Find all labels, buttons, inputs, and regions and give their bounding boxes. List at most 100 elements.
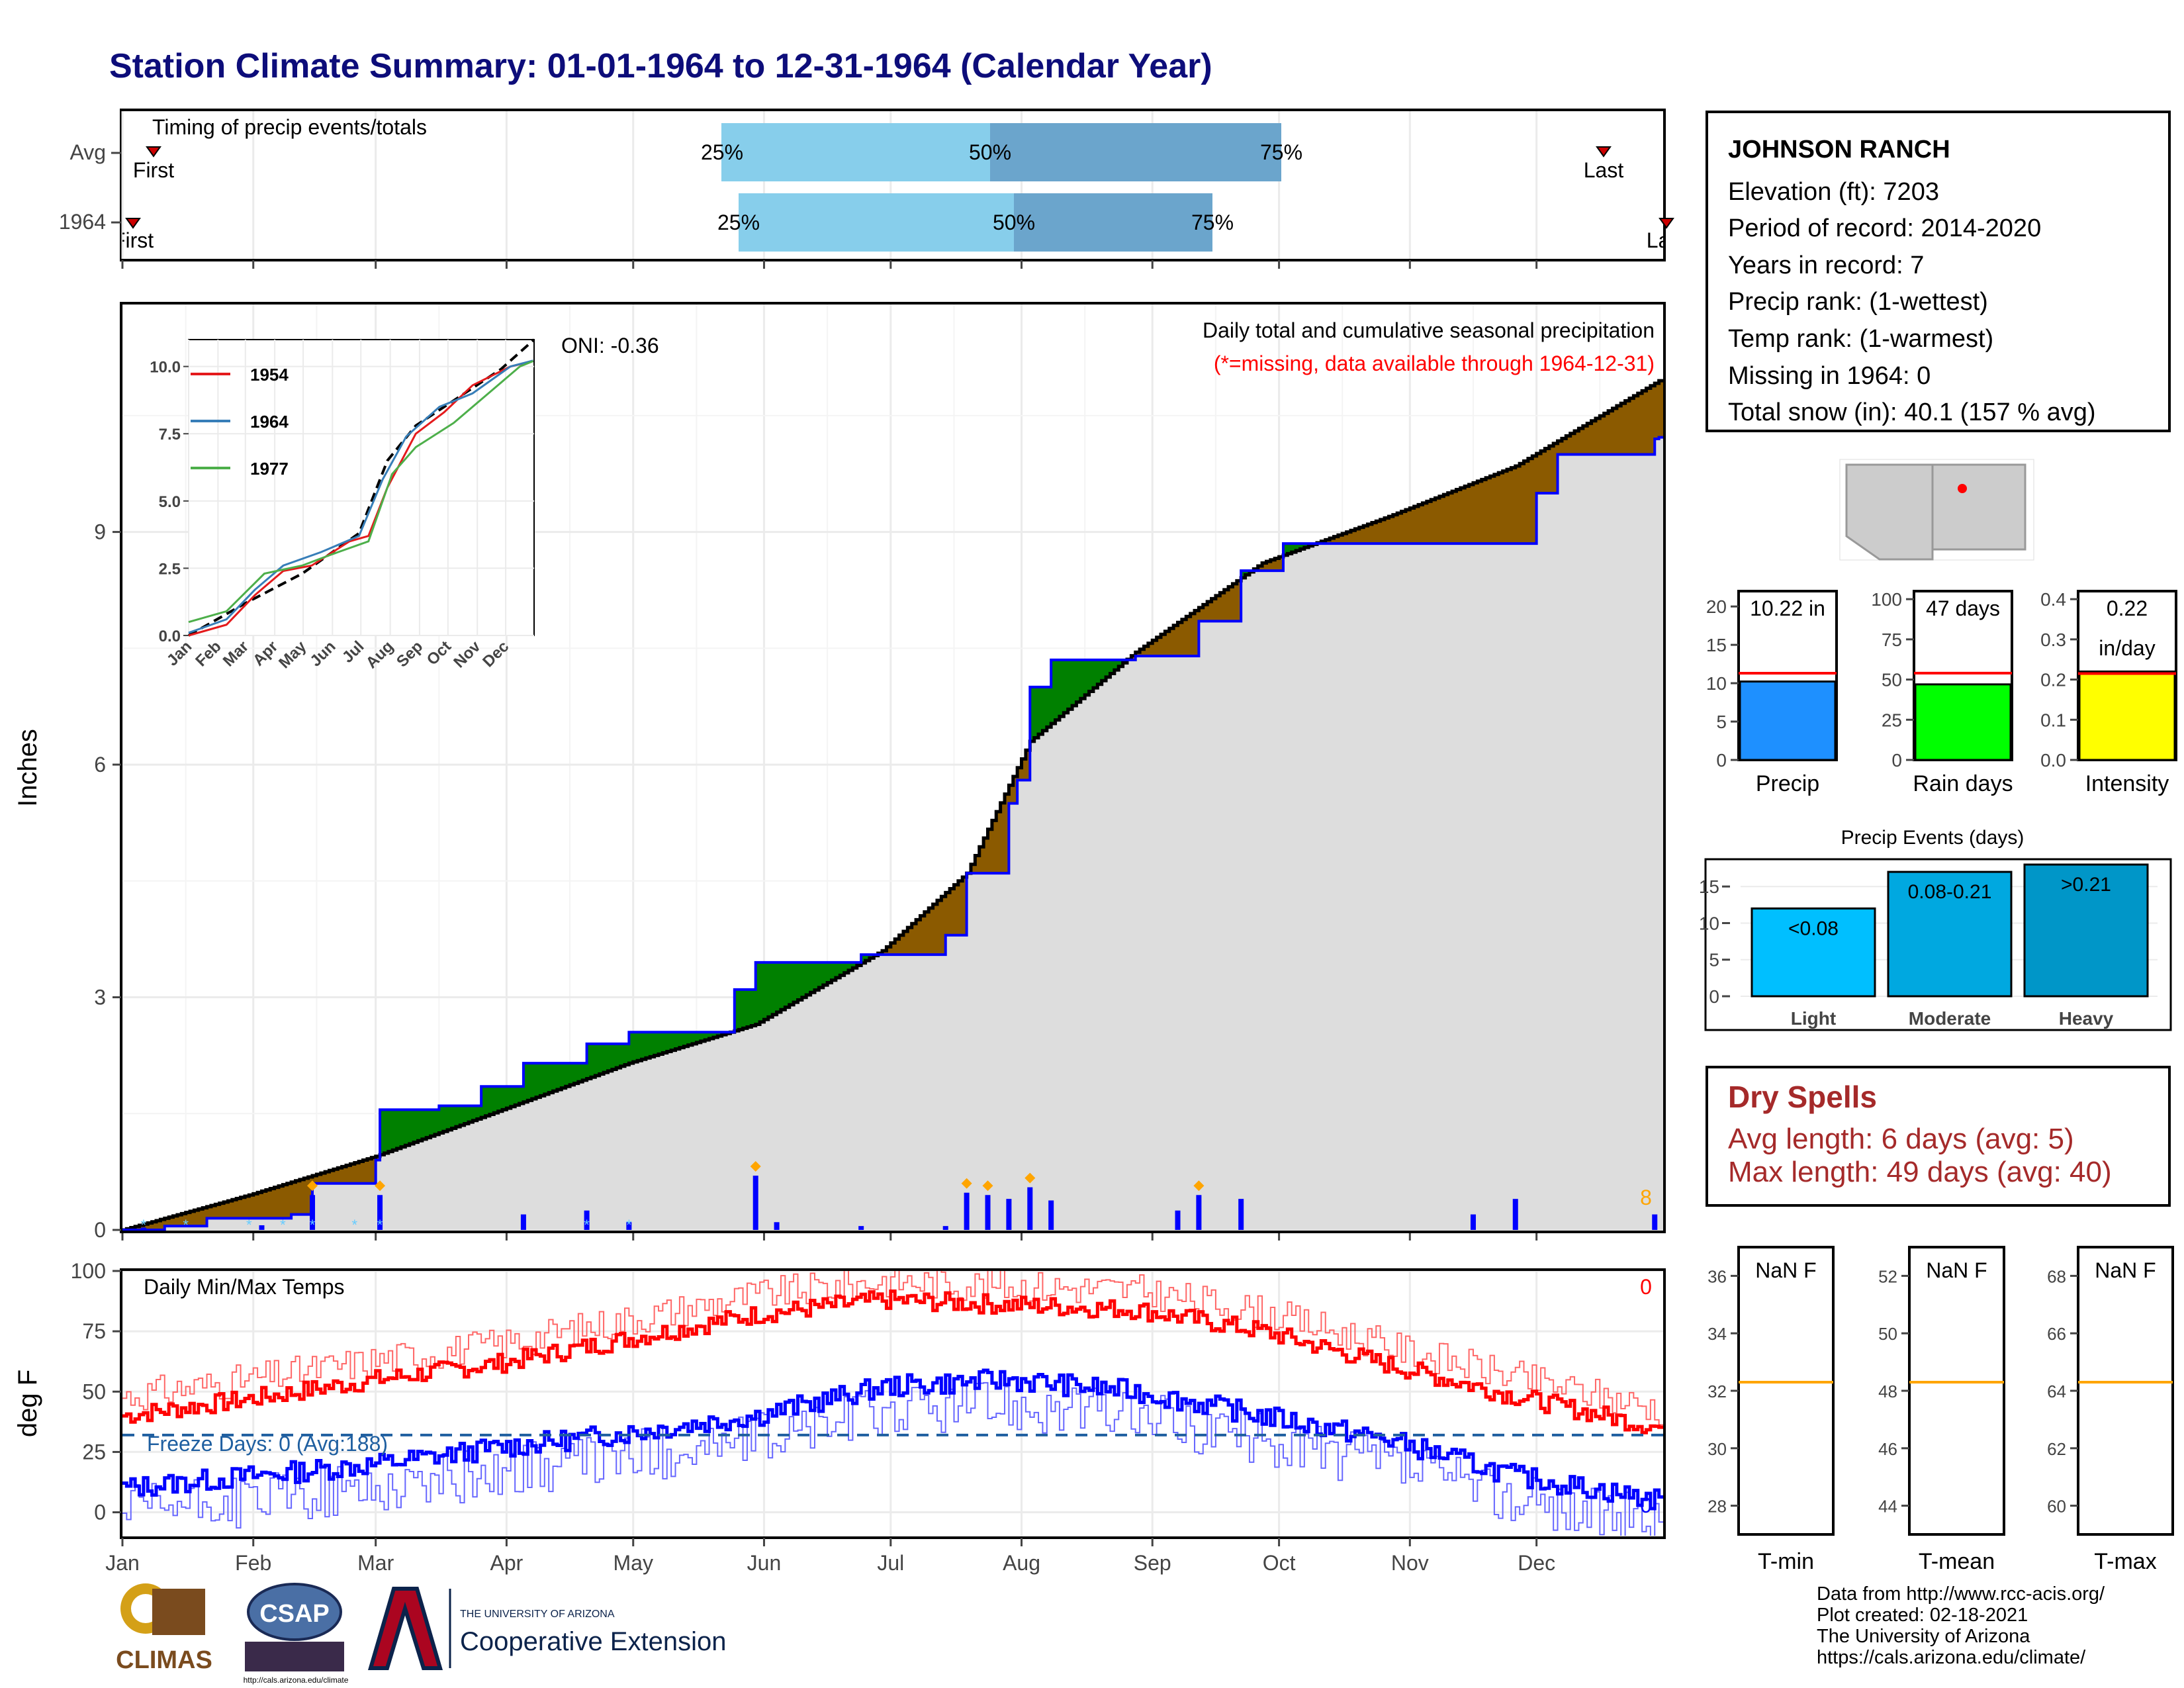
daily-precip-bar [1470, 1214, 1476, 1230]
daily-precip-bar [1006, 1199, 1012, 1230]
gauge-ytick-label: 15 [1706, 635, 1727, 655]
daily-precip-bar [774, 1222, 780, 1230]
month-label: Aug [1003, 1551, 1040, 1575]
snow-marker: * [246, 1217, 252, 1233]
gauge-ytick-label: 50 [1882, 670, 1902, 690]
temp-ytick-label: 100 [71, 1259, 106, 1283]
gauge-ytick-label: 0 [1891, 750, 1902, 771]
temp-gauge-frame [2077, 1246, 2174, 1536]
dry-spells-box: Dry Spells Avg length: 6 days (avg: 5) M… [1706, 1066, 2171, 1207]
temp-gauge-label: T-mean [1919, 1549, 1995, 1574]
temp-gauge-ytick-label: 36 [1707, 1266, 1727, 1286]
month-label: Nov [1391, 1551, 1429, 1575]
inset-ytick-label: 5.0 [159, 493, 181, 511]
timing-panel: Timing of precip events/totals Avg 1964 … [59, 109, 1674, 261]
gauge-label: Precip [1756, 771, 1819, 796]
precip-yticks: 0 3 6 9 [94, 520, 121, 1242]
precip-ytick-label: 0 [94, 1218, 106, 1242]
temp-gauge-ytick-label: 34 [1707, 1324, 1727, 1344]
temp-gauge-value: NaN F [1755, 1258, 1816, 1282]
daily-precip-bar [985, 1195, 991, 1230]
snow-marker: * [377, 1217, 383, 1233]
events-bar [1887, 870, 2013, 998]
events-bar-label: >0.21 [2061, 874, 2111, 896]
gauge-ytick-label: 5 [1716, 712, 1727, 732]
daily-precip-bar [310, 1195, 316, 1230]
snow-marker: * [352, 1217, 358, 1233]
precip-events: Precip Events (days) 0 5 10 15 <0.08 Light 0.0… [1699, 827, 2172, 1031]
daily-precip-bar [1027, 1187, 1033, 1230]
avg-first-label: First [133, 158, 174, 182]
inset-ytick-label: 10.0 [150, 359, 181, 377]
events-bar-label: <0.08 [1788, 917, 1839, 939]
month-label: Jan [105, 1551, 140, 1575]
gauge-ytick-label: 10 [1706, 673, 1727, 694]
events-ytick-label: 15 [1699, 876, 1719, 897]
daily-precip-bar [1175, 1210, 1181, 1230]
month-label: May [614, 1551, 653, 1575]
precip-cumulative-fill [122, 437, 1663, 1231]
gauge-ytick-label: 25 [1882, 710, 1902, 730]
events-ytick-label: 5 [1709, 950, 1719, 970]
temp-ytick-label: 25 [82, 1440, 106, 1464]
station-period: Period of record: 2014-2020 [1728, 214, 2042, 243]
temp-gauge-ytick-label: 44 [1878, 1497, 1897, 1517]
precip-observed-line [122, 436, 1663, 1231]
credit-url: https://cals.arizona.edu/climate/ [1817, 1647, 2086, 1668]
inset-legend: 1954 1964 1977 [191, 365, 289, 479]
daily-precip-bar [752, 1175, 758, 1230]
month-label: Apr [490, 1551, 523, 1575]
credit-source: Data from http://www.rcc-acis.org/ [1817, 1583, 2105, 1605]
inset-ytick-label: 0.0 [159, 628, 181, 645]
daily-precip-bar [1512, 1199, 1518, 1230]
percentile-marker [1024, 1172, 1036, 1184]
month-label: Feb [235, 1551, 271, 1575]
temp-gauge-frame [1737, 1246, 1835, 1536]
snow-marker: * [280, 1217, 286, 1233]
station-elevation: Elevation (ft): 7203 [1728, 177, 1939, 206]
avg-50-75-bar [990, 123, 1281, 181]
daily-precip-bar [1238, 1199, 1244, 1230]
snow-marker: * [183, 1217, 189, 1233]
daily-precip-bar [942, 1226, 948, 1230]
daily-precip-bar [1196, 1195, 1202, 1230]
gauge-label: Rain days [1913, 771, 2013, 796]
month-label: Oct [1263, 1551, 1296, 1575]
tmin-count: 0 [1640, 1493, 1652, 1517]
daily-precip-bar [1652, 1214, 1658, 1230]
daily-precip-bar [858, 1226, 864, 1230]
gauge-ytick-label: 0 [1716, 750, 1727, 771]
percentile-marker [307, 1180, 318, 1192]
percentile-marker [961, 1178, 972, 1189]
inset-lines [188, 338, 535, 637]
inset-ytick-label: 7.5 [159, 426, 181, 444]
month-label: Sep [1134, 1551, 1171, 1575]
temp-gauge-ytick-label: 28 [1707, 1497, 1727, 1517]
year-p50-label: 50% [993, 211, 1035, 234]
precip-ytick-label: 9 [94, 520, 106, 544]
precip-subtitle: Daily total and cumulative seasonal prec… [1203, 318, 1655, 342]
events-ytick-label: 0 [1709, 986, 1719, 1007]
year-50-75-bar [1014, 193, 1212, 252]
temp-gauge-ytick-label: 66 [2047, 1324, 2066, 1344]
daily-precip-bar [377, 1195, 383, 1230]
daily-precip-bar [520, 1214, 526, 1230]
daily-precip-bars [140, 1160, 1658, 1230]
tmax-count: 0 [1640, 1275, 1652, 1299]
avg-last-marker [1596, 146, 1612, 158]
precip-surplus-area [380, 543, 1318, 1155]
month-axis: Jan Feb Mar Apr May Jun Jul Aug Sep Oct Nov Dec [105, 1538, 1555, 1575]
temp-gauge-value: NaN F [1926, 1258, 1987, 1282]
temp-gauge-ytick-label: 52 [1878, 1266, 1897, 1286]
snow-marker: * [626, 1217, 632, 1233]
year-first-label: First [113, 228, 154, 252]
events-bar [1751, 907, 1876, 998]
temp-gauge-ytick-label: 62 [2047, 1439, 2066, 1459]
avg-first-marker [146, 146, 161, 158]
month-label: Jun [747, 1551, 782, 1575]
month-label: Mar [357, 1551, 394, 1575]
year-first-marker [125, 218, 141, 229]
page-title: Station Climate Summary: 01-01-1964 to 1… [109, 47, 1212, 85]
daily-precip-bar [259, 1225, 265, 1230]
